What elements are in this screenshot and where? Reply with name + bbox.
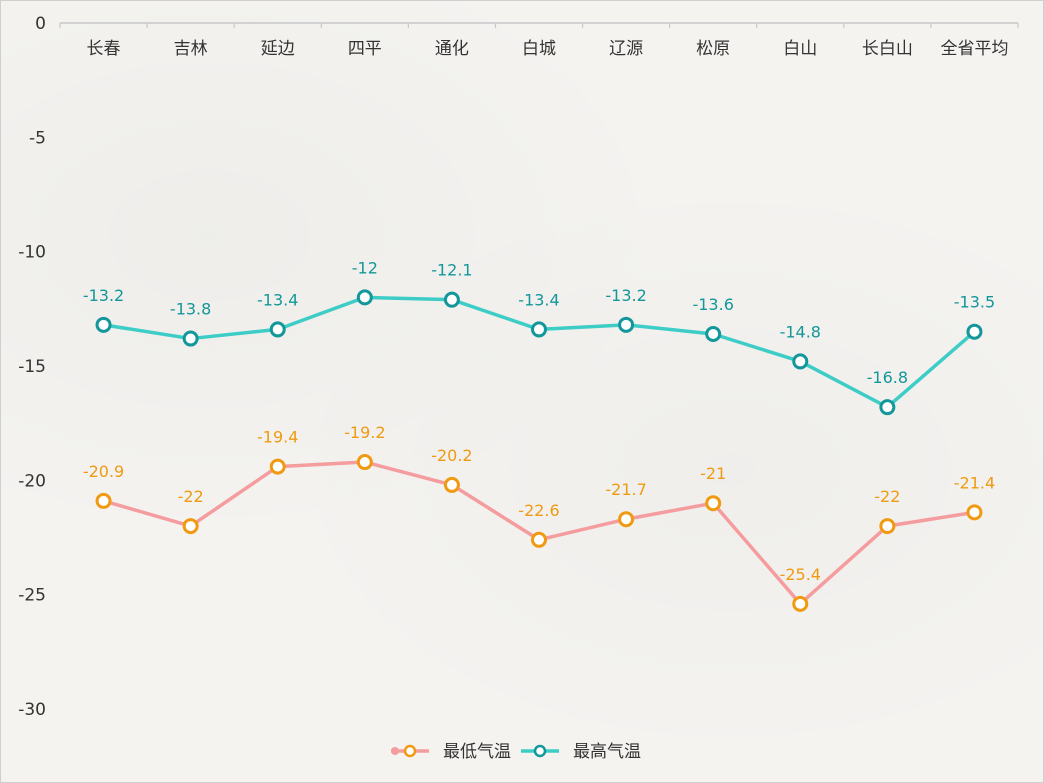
data-point[interactable]	[792, 595, 809, 612]
data-point[interactable]	[356, 454, 373, 471]
legend-swatch-marker	[403, 744, 417, 758]
y-tick-label: -15	[18, 357, 46, 377]
data-point[interactable]	[269, 321, 286, 338]
label-layer: -20.9 -22 -19.4 -19.2 -20.2 -22.6 -21.7 -21 -25.…	[83, 258, 995, 583]
legend-swatch-marker	[533, 744, 547, 758]
series-layer	[95, 289, 983, 612]
data-label: -25.4	[780, 565, 821, 584]
x-tick-label: 通化	[435, 39, 469, 59]
axis-layer: 长春 吉林 延边 四平 通化 白城 辽源 松原 白山 长白山 全省平均 0 -5 -10 -15 -20 -25…	[18, 14, 1019, 720]
data-point[interactable]	[356, 289, 373, 306]
data-point[interactable]	[95, 316, 112, 333]
data-label: -13.6	[692, 295, 733, 314]
data-label: -20.9	[83, 462, 124, 481]
data-label: -19.4	[257, 428, 298, 447]
legend-item[interactable]: 最低气温	[391, 742, 511, 762]
series-line	[101, 295, 977, 409]
x-tick-label: 白山	[783, 39, 817, 59]
data-point[interactable]	[879, 518, 896, 535]
data-label: -21	[700, 464, 726, 483]
x-tick-label: 长春	[87, 39, 121, 59]
data-label: -16.8	[867, 368, 908, 387]
data-label: -13.4	[518, 290, 559, 309]
data-point[interactable]	[705, 325, 722, 342]
data-point[interactable]	[95, 492, 112, 509]
data-label: -14.8	[780, 322, 821, 341]
x-tick-label: 全省平均	[940, 39, 1008, 59]
y-tick-label: -30	[18, 700, 46, 720]
y-tick-label: -5	[29, 128, 46, 148]
data-label: -22	[874, 487, 900, 506]
data-point[interactable]	[531, 531, 547, 548]
data-label: -22.6	[518, 501, 559, 520]
x-tick-label: 四平	[348, 39, 382, 59]
x-tick-label: 吉林	[174, 39, 208, 59]
data-label: -20.2	[431, 446, 472, 465]
legend-swatch-dot	[391, 747, 399, 755]
data-label: -19.2	[344, 423, 385, 442]
data-point[interactable]	[531, 321, 547, 338]
data-point[interactable]	[618, 511, 635, 528]
data-label: -13.4	[257, 290, 298, 309]
legend-item[interactable]: 最高气温	[521, 742, 641, 762]
data-label: -13.8	[170, 300, 211, 319]
legend[interactable]: 最低气温 最高气温	[391, 742, 641, 762]
data-label: -13.2	[83, 286, 124, 305]
data-point[interactable]	[966, 323, 983, 340]
y-tick-label: 0	[35, 14, 46, 34]
x-tick-label: 白城	[522, 39, 556, 59]
data-label: -12.1	[431, 261, 472, 280]
data-point[interactable]	[182, 518, 199, 535]
data-point[interactable]	[792, 353, 809, 370]
y-tick-label: -10	[18, 243, 46, 263]
data-point[interactable]	[269, 458, 286, 475]
legend-label: 最高气温	[573, 742, 641, 762]
data-point[interactable]	[705, 495, 722, 512]
y-tick-label: -20	[18, 471, 46, 491]
data-point[interactable]	[966, 504, 983, 521]
x-tick-label: 辽源	[609, 39, 643, 59]
data-label: -13.5	[954, 293, 995, 312]
x-tick-label: 延边	[261, 39, 295, 59]
data-point[interactable]	[443, 476, 460, 493]
x-tick-label: 松原	[696, 39, 730, 59]
data-label: -12	[352, 258, 378, 277]
data-label: -13.2	[605, 286, 646, 305]
y-tick-label: -25	[18, 586, 46, 606]
data-point[interactable]	[182, 330, 199, 347]
data-point[interactable]	[443, 291, 460, 308]
x-tick-label: 长白山	[862, 39, 913, 59]
data-point[interactable]	[879, 399, 896, 416]
data-label: -21.4	[954, 473, 995, 492]
data-label: -21.7	[605, 480, 646, 499]
data-point[interactable]	[618, 316, 635, 333]
legend-label: 最低气温	[443, 742, 511, 762]
data-label: -22	[178, 487, 204, 506]
